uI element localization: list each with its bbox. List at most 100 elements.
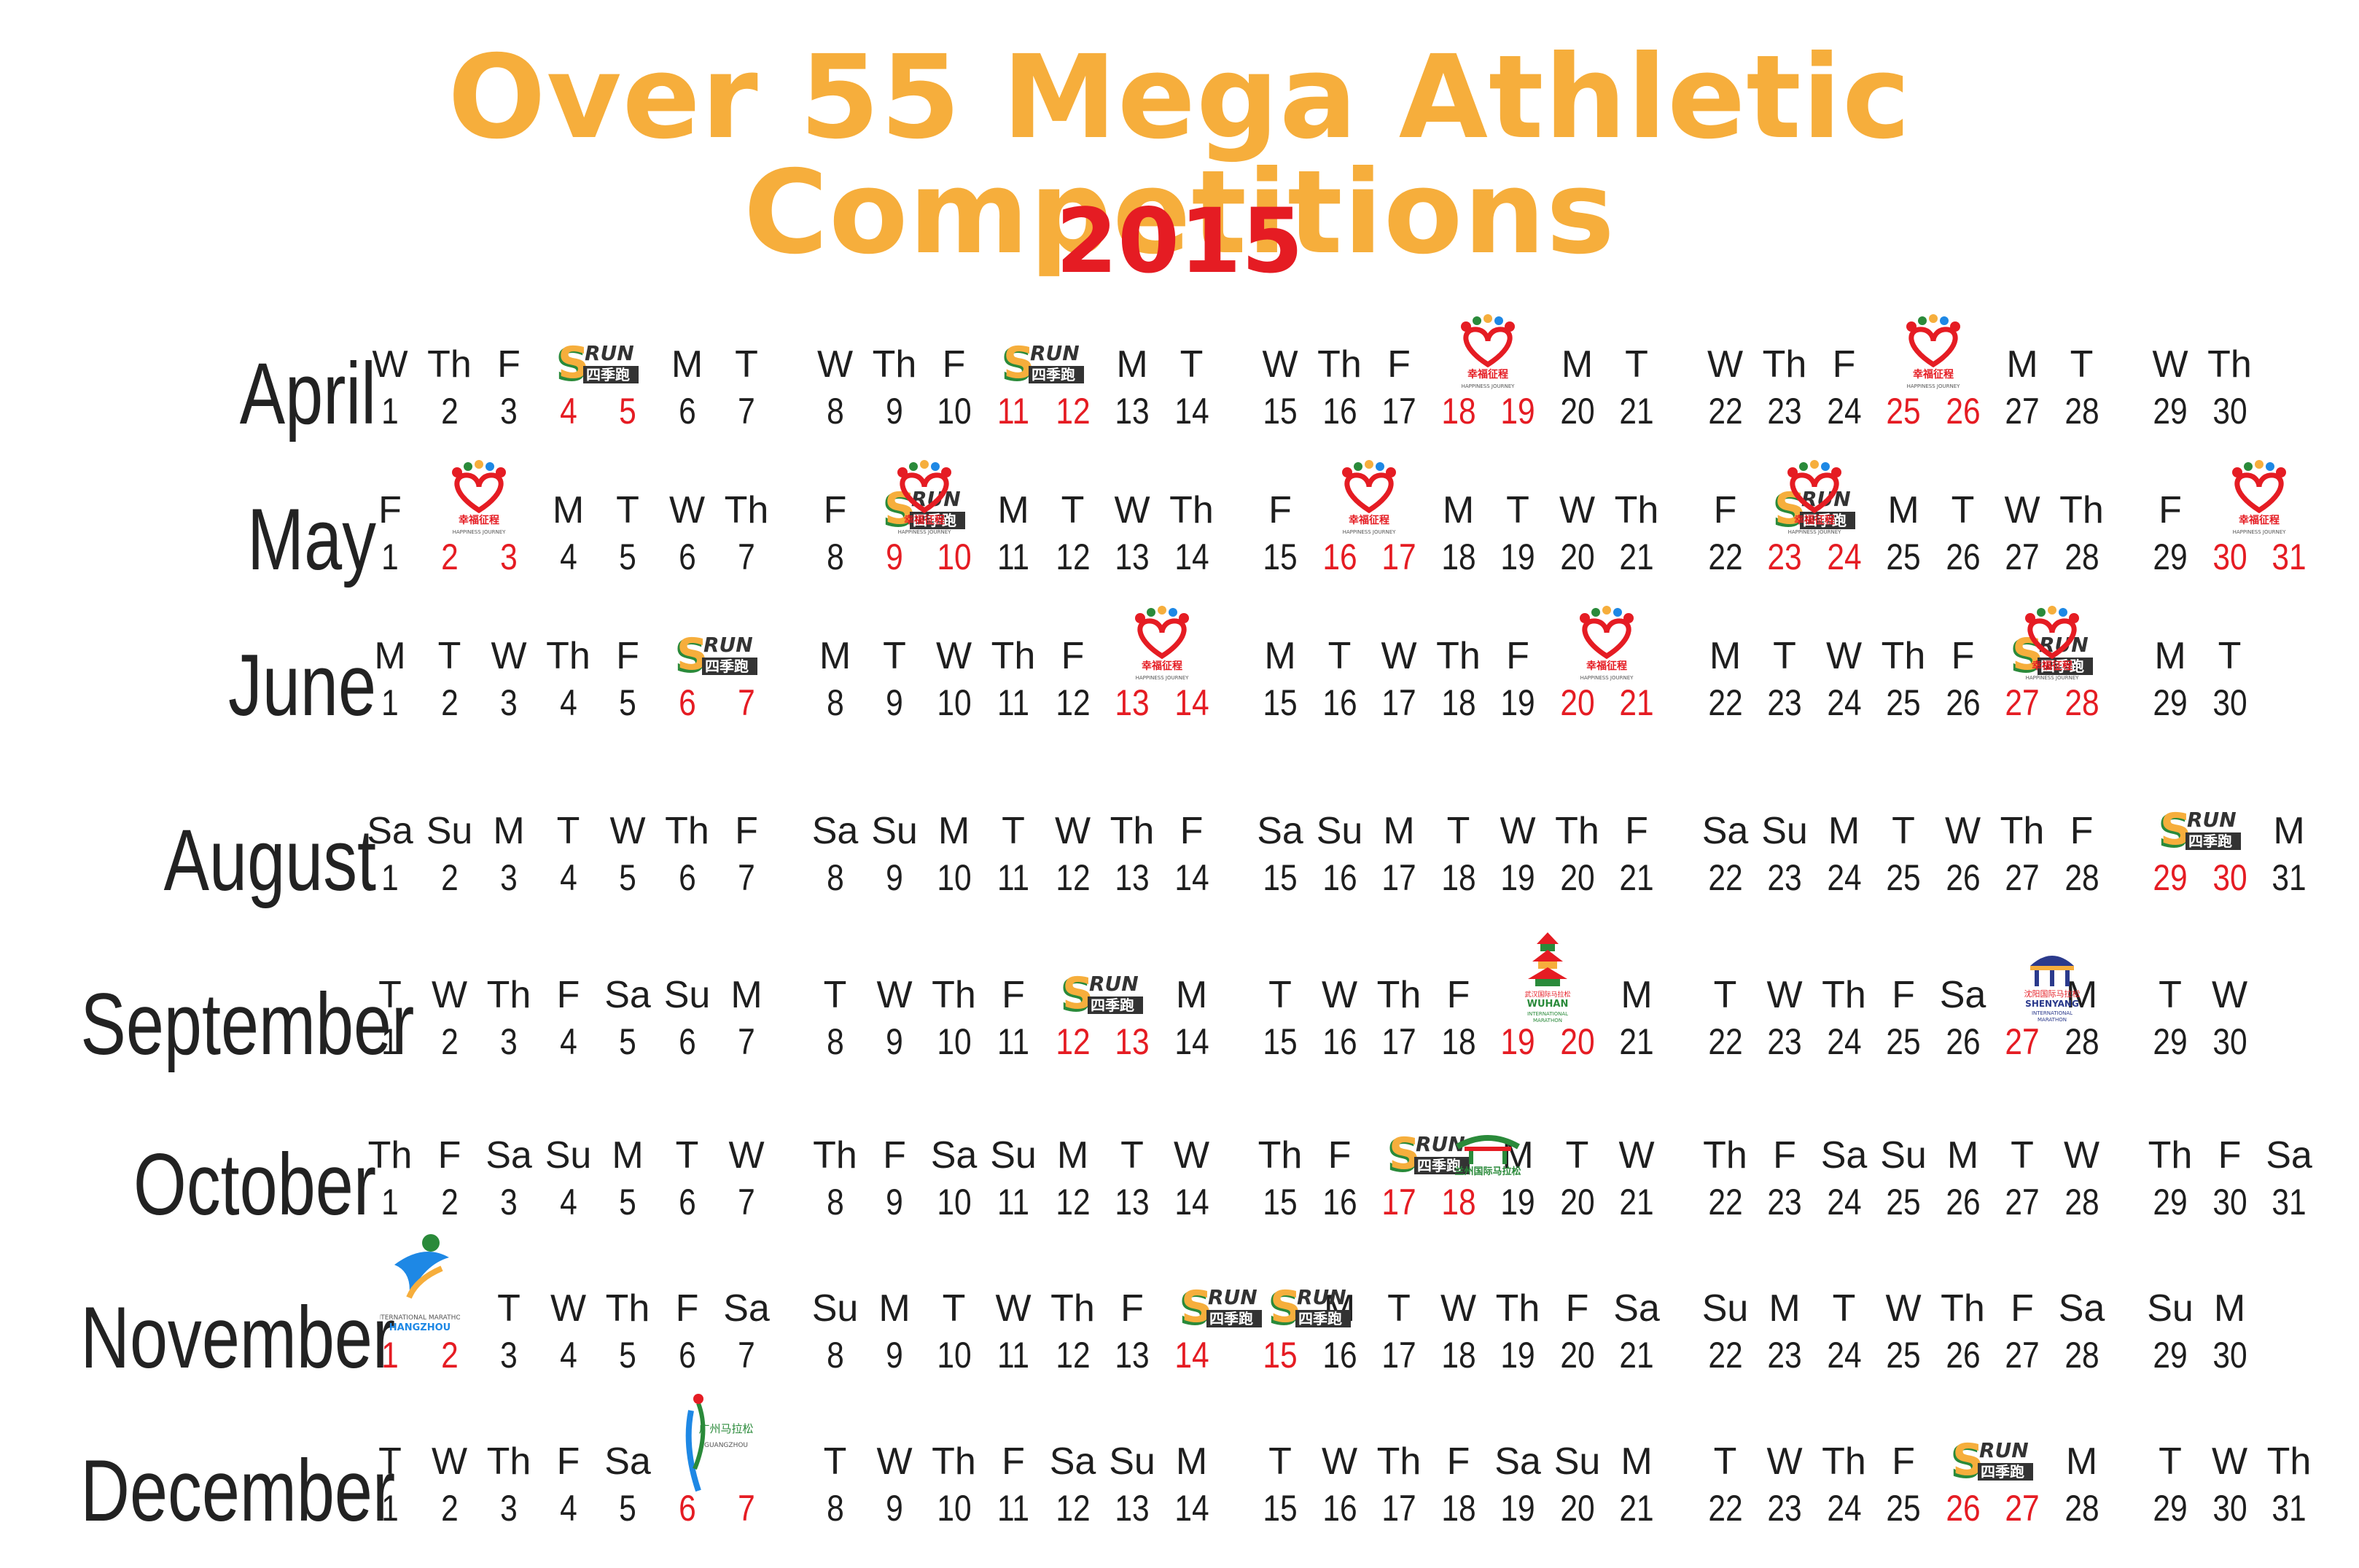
weekday-label: F (2070, 810, 2094, 852)
date-number: 2 (440, 857, 459, 898)
day-cell: F 20 (1547, 1287, 1608, 1376)
weekday-label: Sa (2058, 1287, 2105, 1330)
day-cell: 5 (597, 343, 658, 432)
day-cell: Su 29 (2140, 1287, 2201, 1376)
day-cell: 18 (1428, 1134, 1489, 1222)
date-number: 29 (2153, 1335, 2188, 1376)
date-number: 23 (1767, 1182, 1802, 1222)
weekday-label: F (1892, 1440, 1915, 1483)
weekday-label: Sa (1939, 974, 1986, 1016)
day-cell: M 17 (1368, 809, 1430, 898)
date-number: 3 (500, 682, 518, 723)
event-date-number: 2 (440, 537, 459, 577)
weekday-label: T (437, 635, 461, 677)
day-cell: M 22 (1695, 634, 1756, 723)
weekday-label: Su (1880, 1134, 1927, 1177)
weekday-label: M (1442, 489, 1475, 531)
day-cell: W 10 (924, 634, 985, 723)
weekday-label: F (556, 1440, 580, 1483)
date-number: 14 (1174, 1182, 1209, 1222)
date-number: 12 (1055, 537, 1091, 577)
weekday-label: Sa (2266, 1134, 2312, 1177)
date-number: 21 (1619, 857, 1654, 898)
event-date-number: 15 (1263, 1335, 1298, 1376)
event-date-number: 30 (2212, 857, 2247, 898)
day-cell: Th 11 (983, 634, 1044, 723)
date-number: 8 (826, 1488, 844, 1529)
weekday-label: T (675, 1134, 699, 1177)
date-number: 24 (1826, 857, 1862, 898)
weekday-label: M (2006, 343, 2038, 386)
day-cell: 26 (1933, 343, 1994, 432)
svg-text:RUN: RUN (1208, 1285, 1258, 1309)
day-cell: F 18 (1428, 973, 1489, 1062)
day-cell: Sa 19 (1487, 1440, 1548, 1529)
weekday-label: F (823, 489, 847, 531)
day-cell: Su 11 (983, 1134, 1044, 1222)
weekday-label: T (1327, 635, 1352, 677)
day-cell: F 17 (1368, 343, 1430, 432)
date-number: 18 (1440, 1335, 1476, 1376)
event-date-number: 6 (678, 682, 696, 723)
date-number: 18 (1440, 1488, 1476, 1529)
day-cell: T 30 (2199, 634, 2261, 723)
weekday-label: W (2211, 974, 2248, 1016)
weekday-label: F (556, 974, 580, 1016)
day-cell: F 11 (983, 1440, 1044, 1529)
day-cell: F 24 (1814, 343, 1875, 432)
day-cell: 14 (1161, 634, 1223, 723)
day-cell: 30 (2199, 488, 2261, 577)
date-number: 29 (2153, 1182, 2188, 1222)
day-cell: W 29 (2140, 343, 2201, 432)
event-date-number: 25 (1886, 391, 1921, 432)
date-number: 16 (1322, 1488, 1357, 1529)
weekday-label: M (2065, 1440, 2098, 1483)
weekday-label: W (1500, 810, 1536, 852)
day-cell: 4 (538, 343, 599, 432)
day-cell: Sa 5 (597, 973, 658, 1062)
svg-text:WUHAN: WUHAN (1526, 999, 1568, 1010)
date-number: 23 (1767, 1021, 1802, 1062)
weekday-label: Th (665, 810, 709, 852)
svg-text:MARATHON: MARATHON (1533, 1018, 1562, 1023)
srun-logo-icon: S S RUN 四季跑 (554, 335, 642, 394)
date-number: 10 (936, 1488, 972, 1529)
weekday-label: T (1446, 810, 1470, 852)
day-cell: W 19 (1487, 809, 1548, 898)
day-cell: Su 22 (1695, 1287, 1756, 1376)
weekday-label: W (1440, 1287, 1477, 1330)
day-cell: M 14 (1161, 1440, 1223, 1529)
event-date-number: 10 (936, 537, 972, 577)
day-cell: W 13 (1101, 488, 1163, 577)
weekday-label: T (1268, 974, 1292, 1016)
date-number: 11 (997, 537, 1030, 577)
event-date-number: 17 (1381, 537, 1416, 577)
day-cell: 17 (1368, 488, 1430, 577)
weekday-label: M (1264, 635, 1296, 677)
svg-text:S: S (555, 338, 588, 391)
weekday-label: F (1180, 810, 1204, 852)
weekday-label: F (1773, 1134, 1796, 1177)
date-number: 21 (1619, 1488, 1654, 1529)
day-cell: Th 31 (2258, 1440, 2320, 1529)
happiness-heart-logo-icon: 幸福征程 HAPPINESS JOURNEY (881, 459, 968, 539)
weekday-label: W (1114, 489, 1150, 531)
date-number: 28 (2064, 537, 2099, 577)
date-number: 10 (936, 682, 972, 723)
svg-text:HAPPINESS JOURNEY: HAPPINESS JOURNEY (1135, 675, 1189, 681)
svg-text:HAPPINESS JOURNEY: HAPPINESS JOURNEY (1580, 675, 1634, 681)
date-number: 12 (1055, 682, 1091, 723)
day-cell: Sa 24 (1814, 1134, 1875, 1222)
weekday-label: F (1002, 1440, 1025, 1483)
date-number: 25 (1886, 857, 1921, 898)
weekday-label: Th (872, 343, 917, 386)
weekday-label: W (431, 1440, 468, 1483)
weekday-label: Th (367, 1134, 413, 1177)
weekday-label: F (378, 489, 402, 531)
